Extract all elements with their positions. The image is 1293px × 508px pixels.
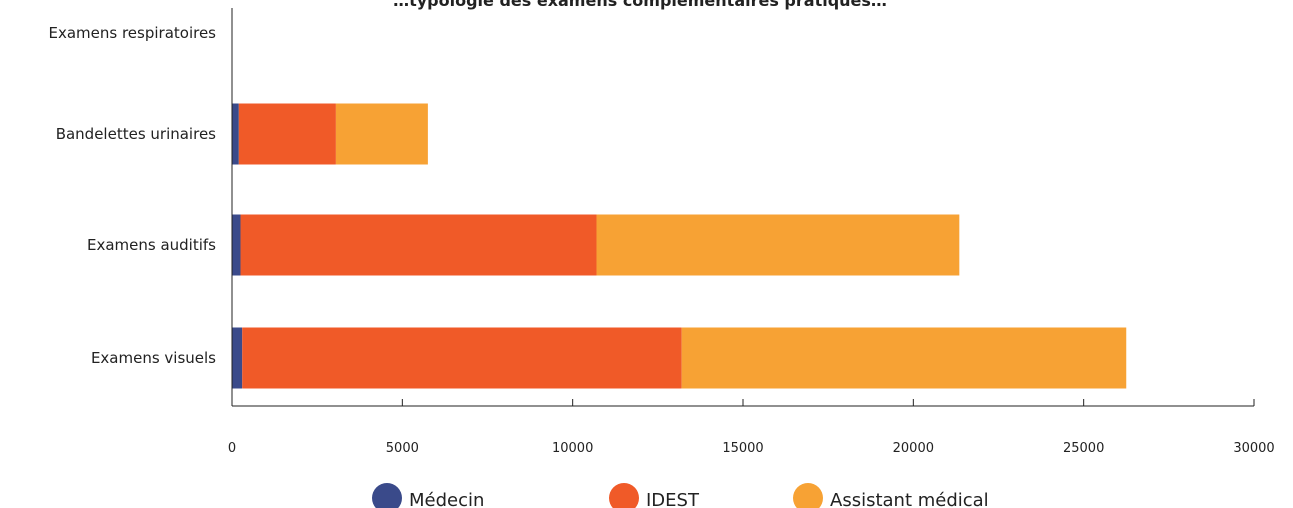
category-labels: Examens respiratoires Bandelettes urinair… <box>48 24 216 367</box>
category-label: Examens auditifs <box>87 236 216 254</box>
legend: Médecin IDEST Assistant médical <box>372 483 989 508</box>
bar-idest-3 <box>240 214 597 276</box>
legend-swatch-medecin <box>372 483 402 508</box>
x-tick-label: 30000 <box>1233 441 1274 456</box>
category-label: Examens visuels <box>91 349 216 367</box>
bar-medecin-2 <box>232 103 239 165</box>
bar-assistant-medical-3 <box>596 214 960 276</box>
x-tick-label: 15000 <box>722 441 763 456</box>
x-tick-label: 0 <box>228 441 236 456</box>
bar-assistant-medical-4 <box>681 327 1127 389</box>
x-tick-labels: 0 5000 10000 15000 20000 25000 30000 <box>228 441 1275 456</box>
x-tick-label: 10000 <box>552 441 593 456</box>
x-tick-label: 20000 <box>893 441 934 456</box>
category-label: Bandelettes urinaires <box>56 125 216 143</box>
x-tick-label: 5000 <box>386 441 419 456</box>
bar-idest-4 <box>242 327 682 389</box>
legend-label-idest: IDEST <box>646 490 700 508</box>
x-tick-label: 25000 <box>1063 441 1104 456</box>
legend-swatch-assistant-medical <box>793 483 823 508</box>
bar-medecin-3 <box>232 214 241 276</box>
legend-label-medecin: Médecin <box>409 490 484 508</box>
axes <box>231 8 1255 407</box>
bar-medecin-4 <box>232 327 243 389</box>
bar-assistant-medical-2 <box>335 103 428 165</box>
bars-group <box>232 103 1127 389</box>
chart-title: …typologie des examens complémentaires p… <box>393 0 887 10</box>
category-label: Examens respiratoires <box>48 24 216 42</box>
bar-idest-2 <box>238 103 336 165</box>
legend-label-assistant-medical: Assistant médical <box>830 490 989 508</box>
legend-swatch-idest <box>609 483 639 508</box>
